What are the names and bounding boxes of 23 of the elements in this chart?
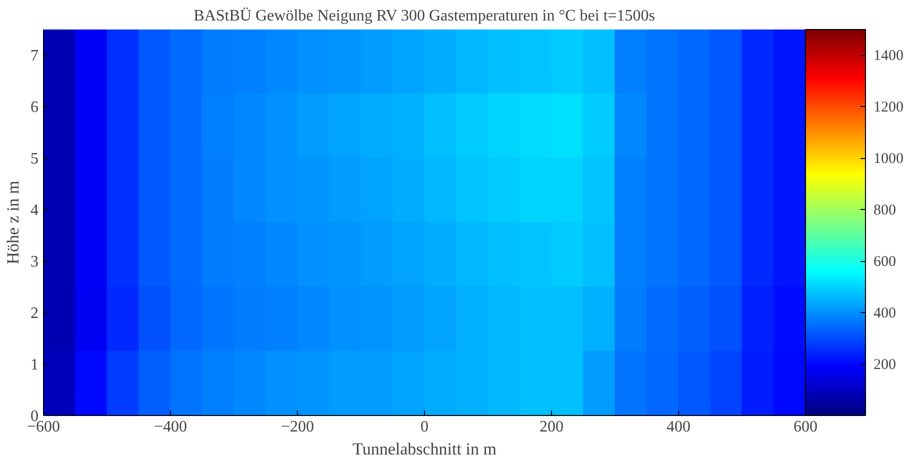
x-tick-label: 400 (666, 418, 690, 436)
color-bar-label: 1400 (874, 48, 904, 64)
x-tick-label: 600 (794, 418, 818, 436)
y-tick-label: 7 (30, 48, 38, 65)
x-axis-title: Tunnelabschnitt in m (352, 440, 496, 458)
chart-title: BAStBÜ Gewölbe Neigung RV 300 Gastemperaturen in °C bei t=1500s (194, 8, 656, 24)
y-tick-label: 6 (30, 99, 38, 116)
x-tick-label: 200 (540, 418, 564, 436)
y-tick-label: 5 (30, 150, 38, 168)
color-bar-label: 1000 (874, 151, 904, 168)
color-bar-label: 1200 (874, 100, 904, 116)
color-bar-label: 800 (874, 202, 896, 219)
y-tick-label: 2 (30, 305, 38, 322)
color-bar-label: 400 (874, 306, 896, 322)
y-tick-label: 4 (30, 202, 38, 220)
y-tick-label: 3 (30, 254, 38, 271)
y-tick-label: 1 (30, 356, 38, 374)
x-tick-label: −200 (280, 418, 314, 436)
color-bar-label: 600 (874, 254, 896, 270)
color-bar-label: 200 (874, 357, 896, 374)
x-tick-label: 0 (420, 418, 428, 436)
x-tick-label: −400 (154, 418, 188, 436)
y-axis-title: Höhe z in m (4, 180, 22, 264)
